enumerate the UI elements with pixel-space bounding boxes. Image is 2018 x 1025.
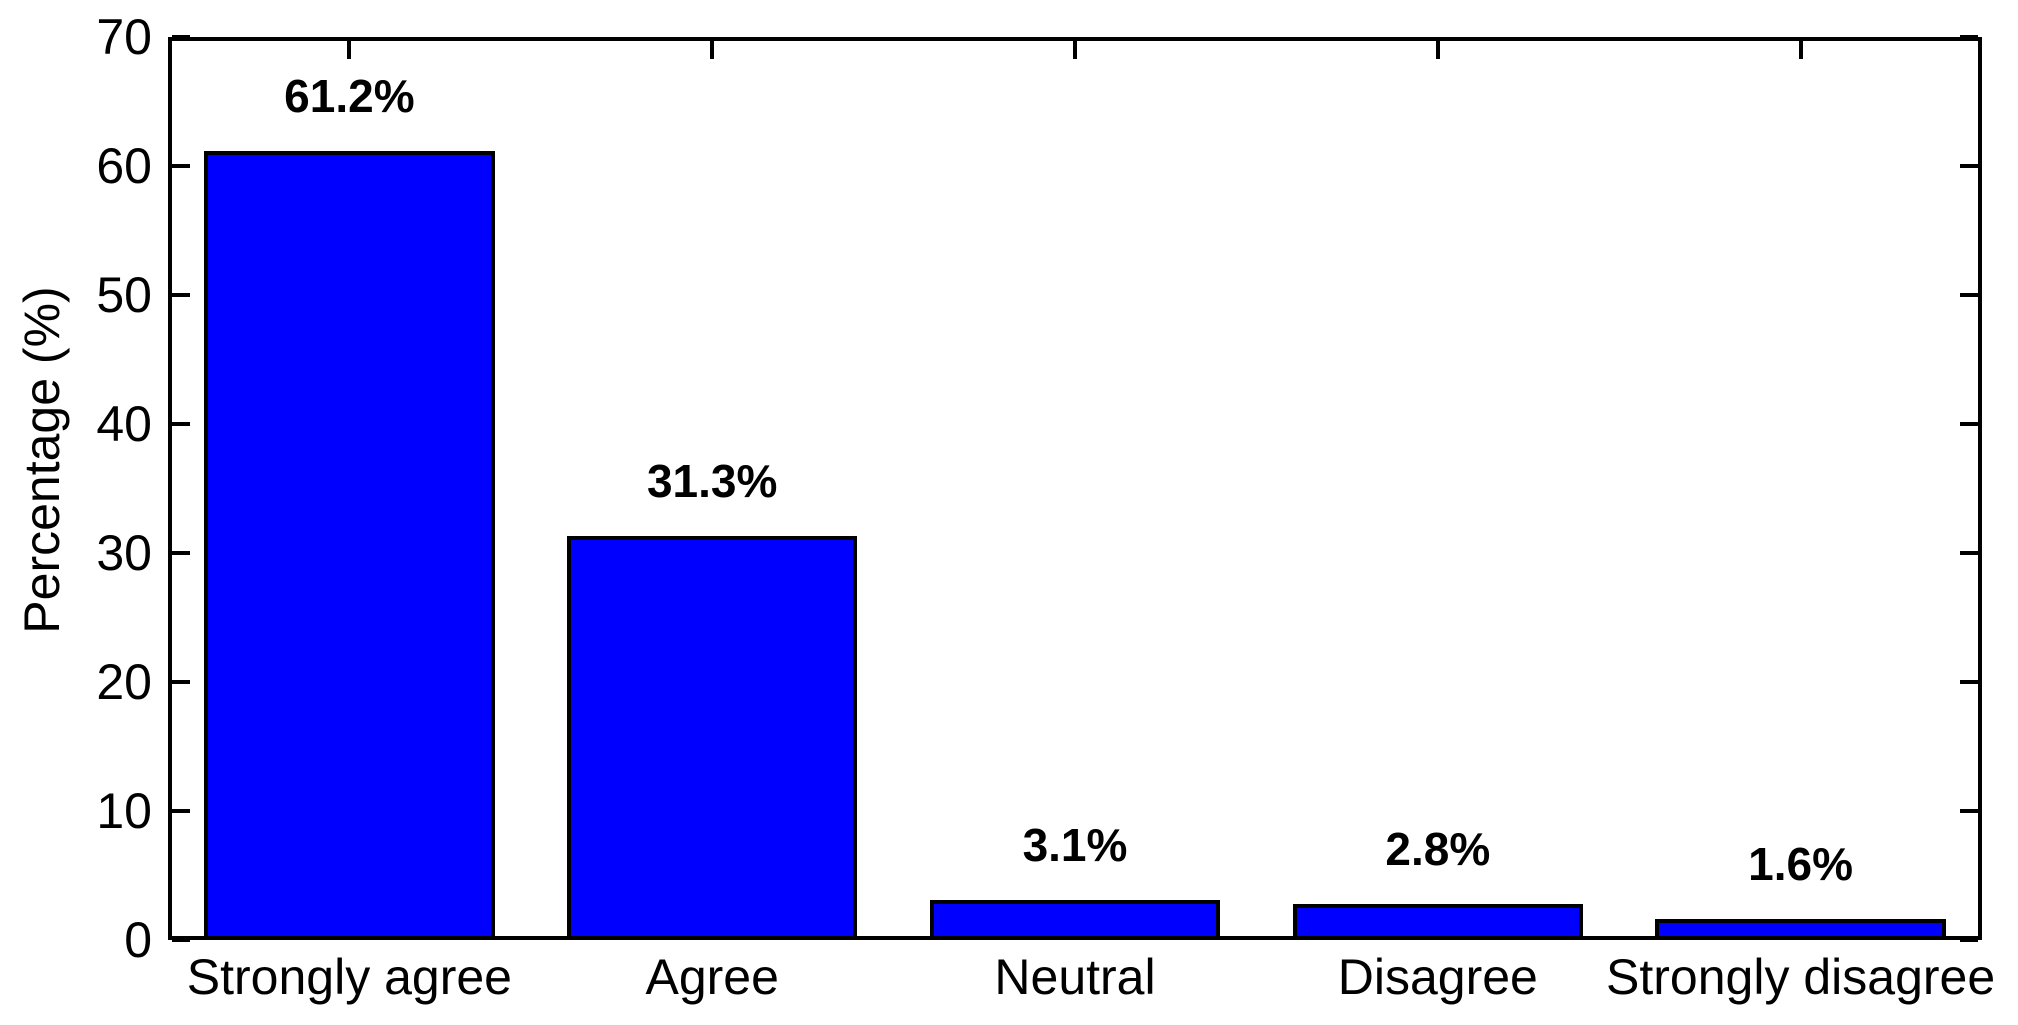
- x-tick-label: Strongly disagree: [1606, 949, 1996, 1005]
- x-tick-label: Strongly agree: [186, 949, 512, 1005]
- y-tick-mark-right: [1960, 293, 1978, 297]
- x-tick-label: Agree: [645, 949, 779, 1005]
- y-tick-mark-left: [172, 551, 190, 555]
- y-tick-mark-right: [1960, 938, 1978, 942]
- y-tick-mark-left: [172, 938, 190, 942]
- bar: [204, 150, 495, 940]
- bar: [567, 536, 858, 940]
- y-tick-mark-left: [172, 422, 190, 426]
- y-tick-label: 0: [124, 912, 152, 968]
- y-tick-label: 50: [96, 267, 152, 323]
- y-tick-mark-right: [1960, 680, 1978, 684]
- bar: [1292, 903, 1583, 940]
- y-tick-mark-left: [172, 809, 190, 813]
- y-tick-mark-right: [1960, 164, 1978, 168]
- y-tick-mark-left: [172, 680, 190, 684]
- y-tick-mark-left: [172, 293, 190, 297]
- bar: [929, 900, 1221, 940]
- x-tick-mark-top: [1435, 41, 1440, 59]
- y-tick-mark-right: [1960, 35, 1978, 39]
- bar: [1655, 919, 1946, 940]
- y-tick-mark-right: [1960, 422, 1978, 426]
- y-tick-label: 40: [96, 396, 152, 452]
- bar-value-label: 3.1%: [1022, 819, 1128, 871]
- y-tick-mark-left: [172, 35, 190, 39]
- y-tick-label: 20: [96, 654, 152, 710]
- bar-value-label: 2.8%: [1385, 822, 1491, 875]
- x-tick-label: Neutral: [994, 949, 1156, 1005]
- y-tick-label: 10: [96, 783, 152, 839]
- x-tick-mark-top: [347, 41, 352, 59]
- y-tick-label: 30: [96, 525, 152, 581]
- x-tick-label: Disagree: [1337, 949, 1538, 1005]
- bar-value-label: 31.3%: [646, 455, 778, 508]
- x-tick-mark-top: [710, 41, 715, 59]
- y-tick-label: 70: [96, 9, 152, 65]
- y-tick-label: 60: [96, 138, 152, 194]
- x-tick-mark-top: [1073, 41, 1077, 59]
- y-tick-mark-left: [172, 164, 190, 168]
- y-tick-mark-right: [1960, 809, 1978, 813]
- x-tick-mark-top: [1798, 41, 1803, 59]
- bar-value-label: 1.6%: [1748, 838, 1854, 891]
- bar-value-label: 61.2%: [284, 69, 415, 122]
- y-axis-title: Percentage (%): [14, 286, 70, 634]
- y-tick-mark-right: [1960, 551, 1978, 555]
